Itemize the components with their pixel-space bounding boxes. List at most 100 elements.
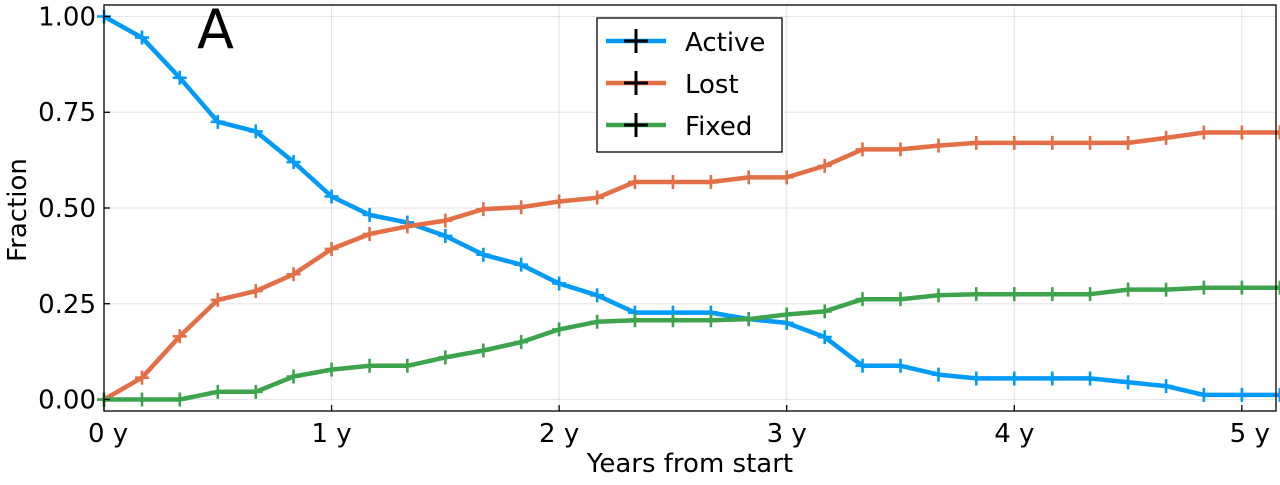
data-point-fixed (627, 313, 642, 328)
data-point-lost (286, 267, 301, 282)
legend-marker-lost (624, 71, 648, 95)
data-point-lost (893, 142, 908, 157)
data-point-active (514, 257, 529, 272)
data-point-fixed (703, 313, 718, 328)
data-point-lost (665, 174, 680, 189)
data-point-fixed (1121, 282, 1136, 297)
x-tick-label: 3 y (767, 419, 807, 449)
data-point-fixed (210, 384, 225, 399)
data-point-active (135, 30, 150, 45)
data-point-lost (248, 284, 263, 299)
data-point-active (855, 358, 870, 373)
data-point-lost (514, 200, 529, 215)
data-point-active (1121, 375, 1136, 390)
series-fixed (97, 280, 1280, 407)
panel-label: A (197, 0, 234, 61)
data-point-active (362, 207, 377, 222)
data-point-active (1083, 371, 1098, 386)
data-point-active (969, 371, 984, 386)
data-point-active (438, 228, 453, 243)
y-tick-label: 1.00 (38, 2, 96, 32)
data-point-active (1234, 387, 1249, 402)
data-point-lost (741, 170, 756, 185)
data-point-fixed (1196, 280, 1211, 295)
data-point-active (1196, 387, 1211, 402)
data-point-active (476, 247, 491, 262)
data-point-fixed (590, 314, 605, 329)
data-point-lost (931, 138, 946, 153)
x-tick-label: 0 y (88, 419, 128, 449)
data-point-lost (703, 174, 718, 189)
data-point-fixed (817, 304, 832, 319)
legend-label-lost: Lost (685, 70, 739, 100)
data-point-fixed (1007, 287, 1022, 302)
data-point-fixed (248, 384, 263, 399)
data-point-fixed (1083, 287, 1098, 302)
data-point-fixed (1234, 280, 1249, 295)
data-point-lost (1159, 130, 1174, 145)
data-point-lost (817, 158, 832, 173)
data-point-fixed (665, 313, 680, 328)
data-point-fixed (476, 343, 491, 358)
data-point-fixed (362, 358, 377, 373)
data-point-fixed (1159, 282, 1174, 297)
x-tick-label: 4 y (994, 419, 1034, 449)
data-point-fixed (855, 292, 870, 307)
data-point-fixed (400, 358, 415, 373)
y-tick-label: 0.00 (38, 386, 96, 416)
x-tick-label: 1 y (311, 419, 351, 449)
data-point-lost (400, 219, 415, 234)
data-point-fixed (779, 307, 794, 322)
data-point-active (1159, 379, 1174, 394)
x-tick-label: 5 y (1230, 419, 1270, 449)
data-point-active (172, 70, 187, 85)
legend: Active Lost Fixed (596, 17, 783, 153)
y-axis-label: Fraction (3, 158, 33, 262)
data-point-fixed (741, 312, 756, 327)
series-line-lost (101, 130, 1280, 402)
data-point-lost (362, 227, 377, 242)
legend-marker-active (624, 29, 648, 53)
data-point-fixed (893, 292, 908, 307)
data-point-fixed (1045, 287, 1060, 302)
data-point-active (1045, 371, 1060, 386)
data-point-active (1007, 371, 1022, 386)
data-point-lost (1234, 125, 1249, 140)
data-point-active (248, 124, 263, 139)
data-point-fixed (931, 288, 946, 303)
data-point-lost (1083, 135, 1098, 150)
data-point-fixed (514, 335, 529, 350)
data-point-active (590, 288, 605, 303)
data-point-fixed (172, 392, 187, 407)
data-point-lost (1045, 135, 1060, 150)
data-point-active (893, 358, 908, 373)
data-point-lost (969, 135, 984, 150)
legend-label-fixed: Fixed (685, 112, 752, 142)
y-tick-label: 0.50 (38, 194, 96, 224)
data-point-lost (438, 213, 453, 228)
data-point-lost (135, 370, 150, 385)
y-tick-label: 0.75 (38, 98, 96, 128)
data-point-lost (590, 190, 605, 205)
data-point-lost (552, 194, 567, 209)
data-point-fixed (438, 350, 453, 365)
data-point-fixed (135, 392, 150, 407)
data-point-lost (172, 329, 187, 344)
data-point-lost (855, 142, 870, 157)
data-point-active (324, 189, 339, 204)
data-point-lost (627, 174, 642, 189)
data-point-lost (779, 170, 794, 185)
legend-label-active: Active (685, 28, 765, 58)
data-point-active (286, 155, 301, 170)
data-point-lost (1007, 135, 1022, 150)
y-axis-ticks: 0.00 0.25 0.50 0.75 1.00 (38, 2, 110, 416)
x-axis-ticks: 0 y 1 y 2 y 3 y 4 y 5 y (88, 405, 1270, 449)
data-point-lost (1196, 125, 1211, 140)
data-point-fixed (552, 322, 567, 337)
data-point-lost (1121, 135, 1136, 150)
series-lost (97, 125, 1280, 407)
series-line-fixed (101, 285, 1280, 402)
data-point-lost (476, 202, 491, 217)
legend-marker-fixed (624, 113, 648, 137)
grid (103, 5, 1276, 411)
